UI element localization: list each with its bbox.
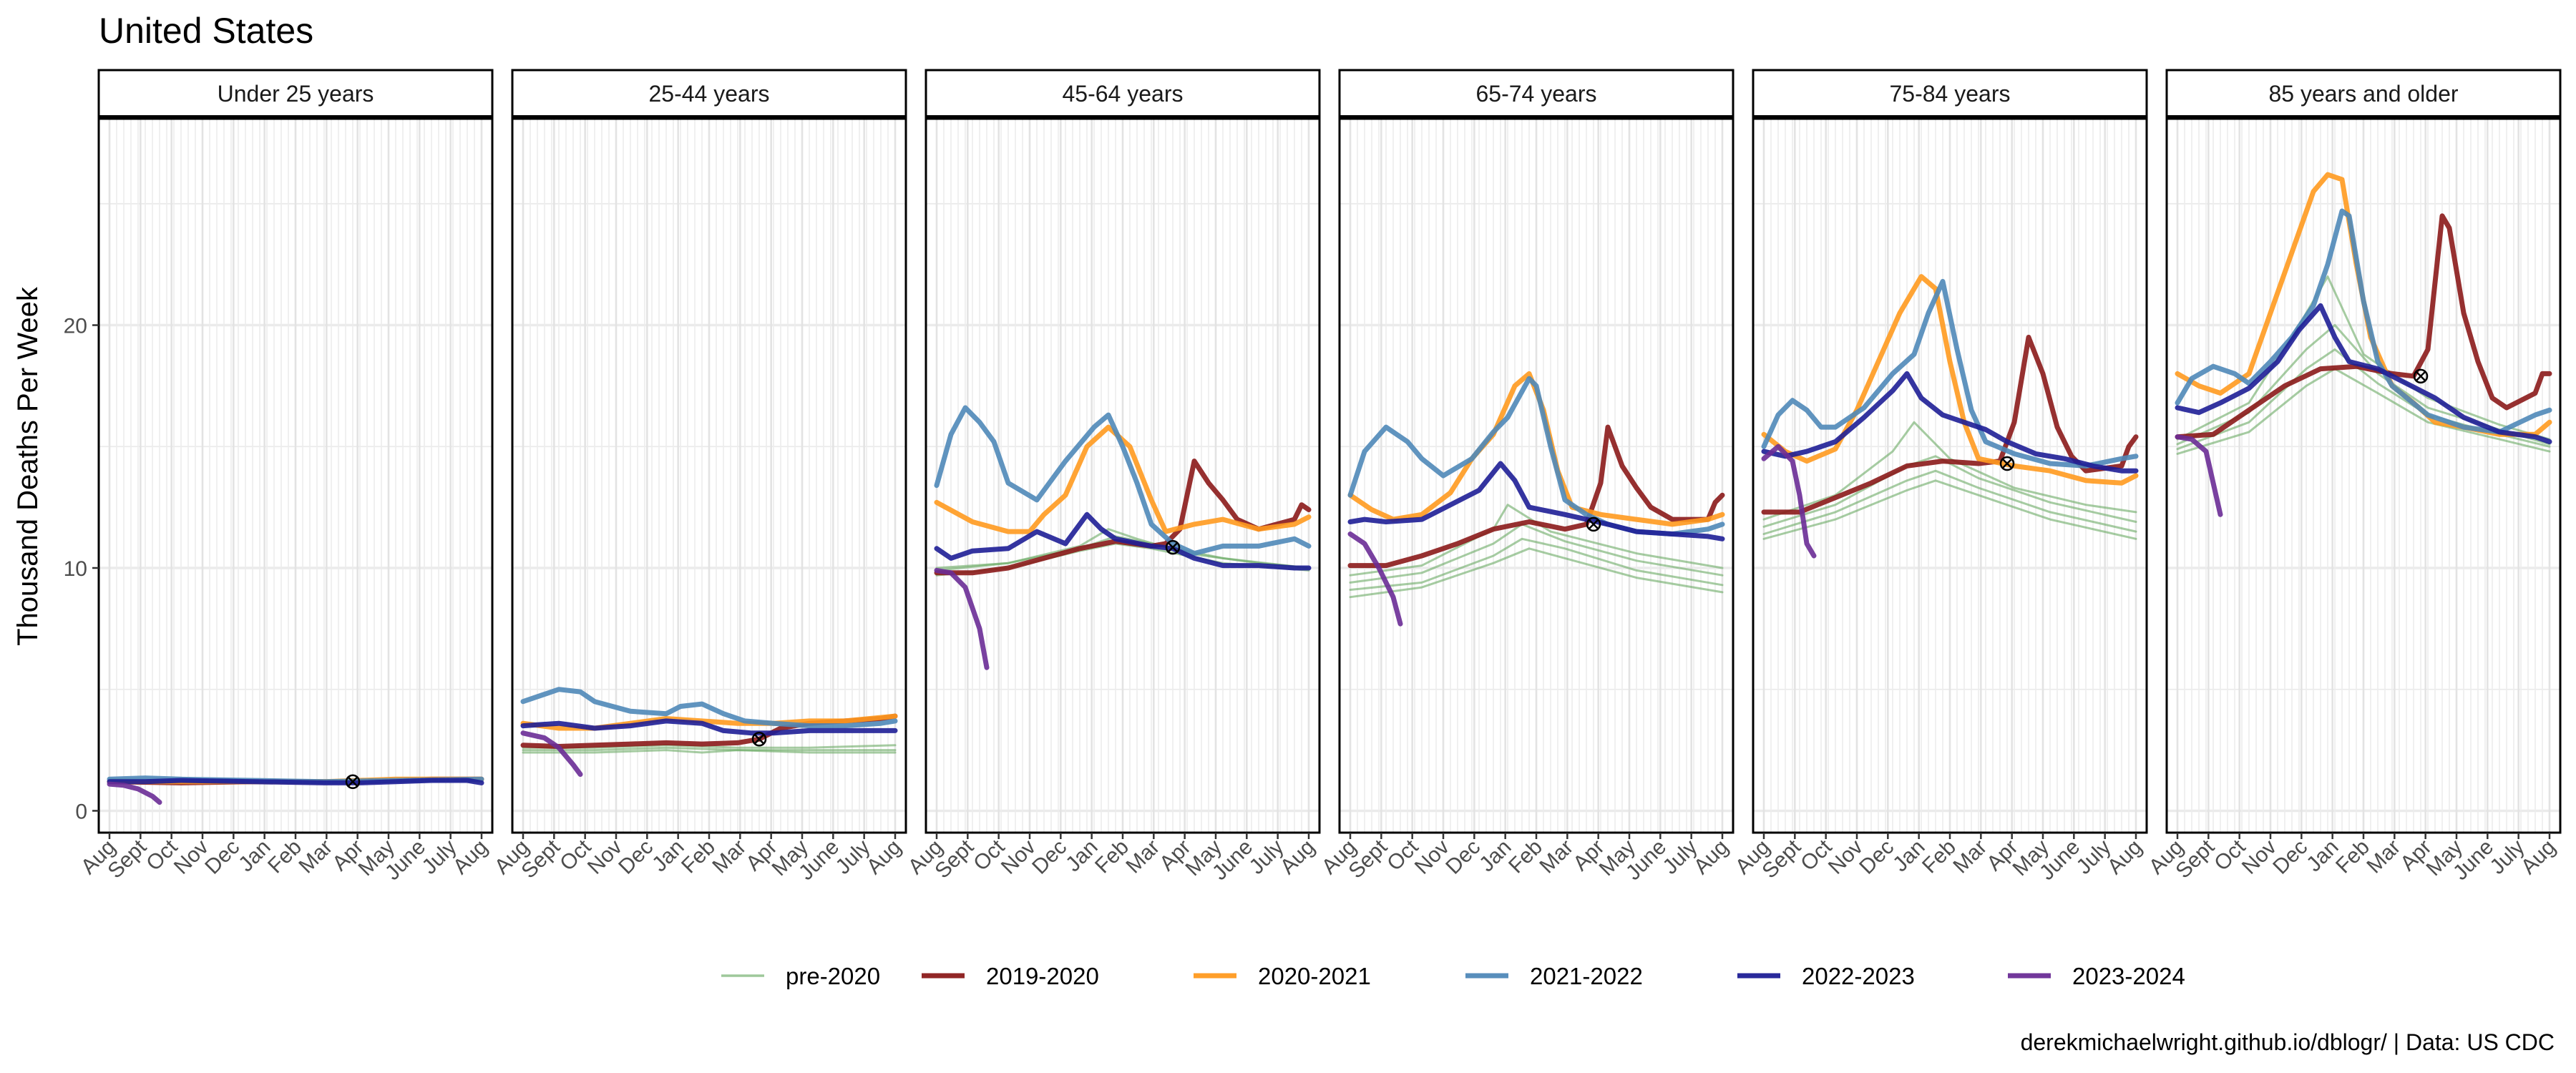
panel-3: 65-74 yearsAugSeptOctNovDecJanFebMarAprM… <box>1317 69 1735 885</box>
series-group <box>107 775 484 805</box>
series-line-2023-2024 <box>1347 531 1403 627</box>
facet-strip <box>1338 69 1735 119</box>
y-tick-label: 10 <box>64 557 87 581</box>
series-line-pre-2020 <box>1762 421 2137 521</box>
series-line-2022-2023 <box>2175 303 2552 444</box>
series-line-2023-2024 <box>520 730 583 777</box>
reference-marker <box>1586 516 1601 532</box>
series-line-pre-2020 <box>522 749 897 754</box>
series-group <box>1347 371 1725 627</box>
y-tick-label: 0 <box>75 800 87 823</box>
facet-strip <box>97 69 494 119</box>
panel-5: 85 years and olderAugSeptOctNovDecJanFeb… <box>2145 69 2562 885</box>
legend-item: 2019-2020 <box>922 963 1099 989</box>
series-line-2021-2022 <box>1761 278 2139 469</box>
facet-strip <box>924 69 1321 119</box>
reference-marker <box>2413 368 2429 384</box>
panel-1: 25-44 yearsAugSeptOctNovDecJanFebMarAprM… <box>490 69 907 885</box>
facet-strip <box>1752 69 2148 119</box>
series-line-2020-2021 <box>1761 274 2139 486</box>
chart-title: United States <box>99 11 313 51</box>
series-line-pre-2020 <box>1349 537 1724 591</box>
series-line-pre-2020 <box>1762 455 2137 528</box>
grid <box>926 119 1319 833</box>
series-line-pre-2020 <box>1762 469 2137 535</box>
series-line-2021-2022 <box>934 405 1312 557</box>
series-line-pre-2020 <box>1349 547 1724 599</box>
facet-label: 75-84 years <box>1890 81 2011 107</box>
legend-item: pre-2020 <box>721 963 880 989</box>
series-line-2022-2023 <box>107 778 484 785</box>
reference-marker <box>751 732 767 747</box>
series-line-2019-2020 <box>1347 424 1725 569</box>
reference-marker <box>1999 456 2015 471</box>
series-line-2023-2024 <box>934 567 990 670</box>
series-group <box>520 687 898 777</box>
y-tick-label: 20 <box>64 315 87 338</box>
series-line-pre-2020 <box>2176 275 2551 441</box>
grid <box>1340 119 1733 833</box>
caption: derekmichaelwright.github.io/dblogr/ | D… <box>2021 1029 2555 1055</box>
facet-label: 65-74 years <box>1476 81 1597 107</box>
grid <box>99 119 492 833</box>
series-line-pre-2020 <box>1349 504 1724 577</box>
legend-label: 2022-2023 <box>1802 963 1915 989</box>
y-axis-label: Thousand Deaths Per Week <box>12 286 44 646</box>
series-line-2020-2021 <box>1347 371 1725 527</box>
legend-item: 2021-2022 <box>1465 963 1643 989</box>
series-line-2022-2023 <box>520 718 898 736</box>
series-group <box>2175 172 2552 517</box>
series-line-2021-2022 <box>520 687 898 729</box>
series-line-2022-2023 <box>934 511 1312 571</box>
legend-label: pre-2020 <box>786 963 880 989</box>
series-line-2022-2023 <box>1347 461 1725 542</box>
legend: pre-2020 2019-2020 2020-2021 2021-2022 2022-… <box>721 963 2185 989</box>
series-group <box>1761 274 2139 559</box>
series-line-2023-2024 <box>2175 434 2223 517</box>
facet-label: Under 25 years <box>218 81 374 107</box>
series-line-pre-2020 <box>1762 479 2137 540</box>
facet-label: 85 years and older <box>2268 81 2458 107</box>
reference-marker <box>1165 539 1181 555</box>
grid <box>2167 119 2560 833</box>
facet-strip <box>2165 69 2562 119</box>
legend-label: 2023-2024 <box>2072 963 2185 989</box>
legend-item: 2020-2021 <box>1194 963 1371 989</box>
legend-label: 2021-2022 <box>1530 963 1643 989</box>
series-line-pre-2020 <box>2176 368 2551 455</box>
legend-label: 2019-2020 <box>986 963 1099 989</box>
facet-strip <box>511 69 907 119</box>
legend-label: 2020-2021 <box>1258 963 1371 989</box>
series-line-2023-2024 <box>107 781 162 805</box>
series-line-2021-2022 <box>2175 208 2552 435</box>
grid <box>1753 119 2147 833</box>
legend-item: 2023-2024 <box>2008 963 2185 989</box>
series-line-2023-2024 <box>1761 444 1817 559</box>
series-line-2019-2020 <box>2175 213 2552 440</box>
series-line-pre-2020 <box>935 528 1310 569</box>
reference-marker <box>345 774 361 789</box>
series-group <box>934 405 1312 670</box>
facet-label: 45-64 years <box>1063 81 1184 107</box>
series-line-2022-2023 <box>1761 371 2139 474</box>
series-line-pre-2020 <box>522 746 897 752</box>
grid <box>512 119 906 833</box>
legend-item: 2022-2023 <box>1737 963 1915 989</box>
facet-label: 25-44 years <box>649 81 770 107</box>
